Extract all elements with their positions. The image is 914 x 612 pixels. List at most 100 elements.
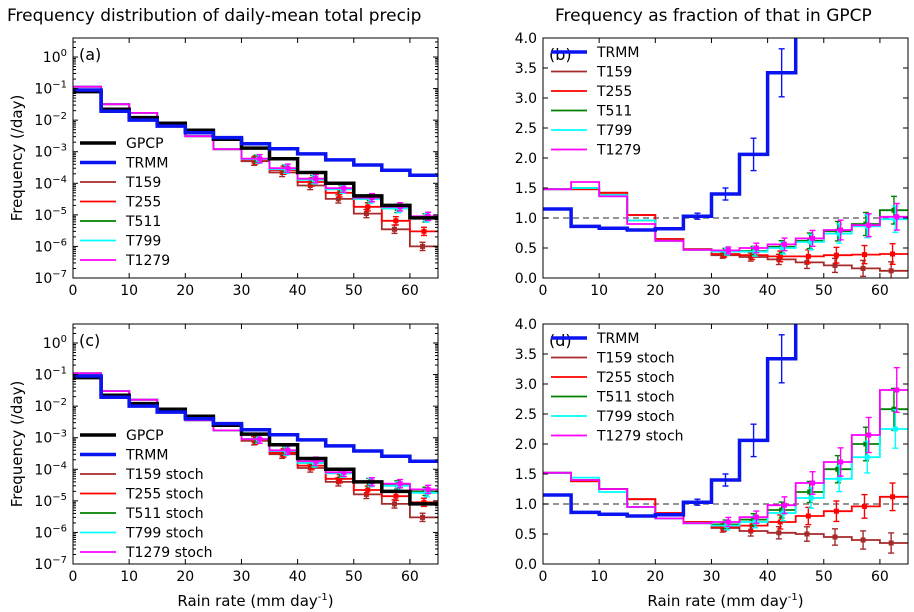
error-bar-marker — [397, 481, 403, 487]
x-tick-label: 0 — [69, 283, 78, 299]
series-line-gpcp — [73, 375, 438, 506]
error-bar — [419, 241, 426, 252]
error-bar — [832, 257, 838, 274]
panel-b: 0 10 20 30 40 50 60 0.0 0.5 1.0 1.5 2.0 2.5 3.0 3.5 4.0… — [515, 31, 909, 299]
error-bar — [889, 242, 896, 266]
legend-label: T1279 stoch — [125, 545, 213, 561]
legend-label: GPCP — [126, 136, 164, 152]
error-bar-marker — [777, 519, 783, 525]
x-tick-label: 0 — [539, 283, 548, 299]
error-bar-marker — [313, 176, 319, 182]
error-bar-marker — [810, 480, 816, 486]
error-bar-marker — [832, 534, 838, 540]
x-tick-label: 60 — [871, 283, 889, 299]
error-bar — [397, 478, 404, 489]
y-tick-label: 10−7 — [34, 555, 67, 573]
error-bar-marker — [391, 501, 397, 507]
error-bar-marker — [861, 503, 867, 509]
y-tick-label: 3.0 — [515, 91, 537, 107]
error-bar-marker — [393, 218, 399, 224]
x-tick-label: 30 — [233, 283, 251, 299]
error-bar-marker — [421, 228, 427, 234]
legend-label: T1279 — [596, 143, 641, 159]
error-bar — [836, 465, 843, 493]
error-bar — [694, 498, 701, 506]
error-bar-marker — [838, 459, 844, 465]
legend-label: T511 stoch — [125, 506, 204, 522]
y-tick-label: 0.0 — [515, 271, 537, 287]
error-bar — [392, 215, 399, 226]
error-bar-marker — [341, 469, 347, 475]
x-axis-label: Rain rate (mm day-1) — [647, 592, 803, 610]
legend-label: T799 stoch — [125, 526, 204, 542]
error-bar-marker — [781, 502, 787, 508]
error-bar-marker — [860, 265, 866, 271]
error-bar-marker — [365, 204, 371, 210]
y-tick-label: 3.0 — [515, 377, 537, 393]
y-tick-label: 0.0 — [515, 557, 537, 573]
error-bar-marker — [894, 214, 900, 220]
x-tick-label: 20 — [176, 569, 194, 585]
y-tick-label: 3.5 — [515, 61, 537, 77]
y-axis-label: Frequency (/day) — [8, 381, 26, 508]
legend-label: T1279 stoch — [596, 429, 684, 445]
error-bar-marker — [832, 262, 838, 268]
y-tick-label: 0.5 — [515, 527, 537, 543]
series-line-trmm — [73, 374, 438, 463]
y-tick-label: 0.5 — [515, 241, 537, 257]
y-tick-label: 2.5 — [515, 121, 537, 137]
y-tick-label: 2.0 — [515, 151, 537, 167]
x-tick-label: 30 — [703, 283, 721, 299]
error-bar-marker — [863, 441, 869, 447]
legend-label: T159 stoch — [596, 351, 675, 367]
x-tick-label: 40 — [759, 283, 777, 299]
legend-label: TRMM — [125, 156, 168, 172]
plot-area — [73, 85, 438, 252]
error-bar-marker — [805, 513, 811, 519]
x-tick-label: 10 — [590, 569, 608, 585]
x-tick-label: 50 — [815, 283, 833, 299]
legend-label: T159 stoch — [125, 467, 204, 483]
plot-area — [543, 38, 908, 278]
x-tick-label: 10 — [590, 283, 608, 299]
error-bar-marker — [807, 489, 813, 495]
error-bar-marker — [341, 185, 347, 191]
y-tick-label: 2.5 — [515, 407, 537, 423]
error-bar — [837, 219, 844, 241]
error-bar-marker — [313, 458, 319, 464]
error-bar-marker — [425, 486, 431, 492]
legend-label: TRMM — [596, 45, 639, 61]
error-bar-marker — [363, 211, 369, 217]
error-bar — [722, 473, 729, 487]
error-bar-marker — [808, 495, 814, 501]
error-bar-marker — [861, 252, 867, 258]
error-bar — [420, 226, 427, 237]
series-line-t1279 — [73, 85, 438, 218]
error-bar — [419, 512, 426, 523]
y-tick-label: 1.5 — [515, 181, 537, 197]
x-tick-label: 20 — [646, 569, 664, 585]
y-tick-label: 10−4 — [34, 460, 67, 478]
axes-frame — [72, 323, 439, 565]
error-bar — [425, 484, 432, 495]
error-bar-marker — [894, 387, 900, 393]
error-bar-marker — [369, 195, 375, 201]
error-bar-marker — [866, 432, 872, 438]
error-bar — [809, 229, 816, 248]
error-bar — [284, 163, 291, 174]
y-axis-label: Frequency (/day) — [8, 95, 26, 222]
legend-label: T799 — [596, 123, 632, 139]
legend: TRMM T159 T255 T511 T799 T1279 — [551, 45, 641, 159]
error-bar — [837, 447, 844, 477]
legend: GPCP TRMM T159 stoch T255 stoch T511 stoch T7… — [80, 428, 213, 561]
error-bar — [860, 530, 867, 550]
error-bar — [778, 48, 785, 98]
error-bar — [833, 246, 840, 264]
error-bar-marker — [836, 476, 842, 482]
x-axis-label: Rain rate (mm day-1) — [177, 592, 333, 610]
error-bar — [892, 409, 899, 449]
plot-area — [73, 372, 438, 523]
series-line-t1279-stoch — [543, 389, 908, 525]
x-tick-label: 30 — [233, 569, 251, 585]
error-bar — [753, 510, 760, 525]
